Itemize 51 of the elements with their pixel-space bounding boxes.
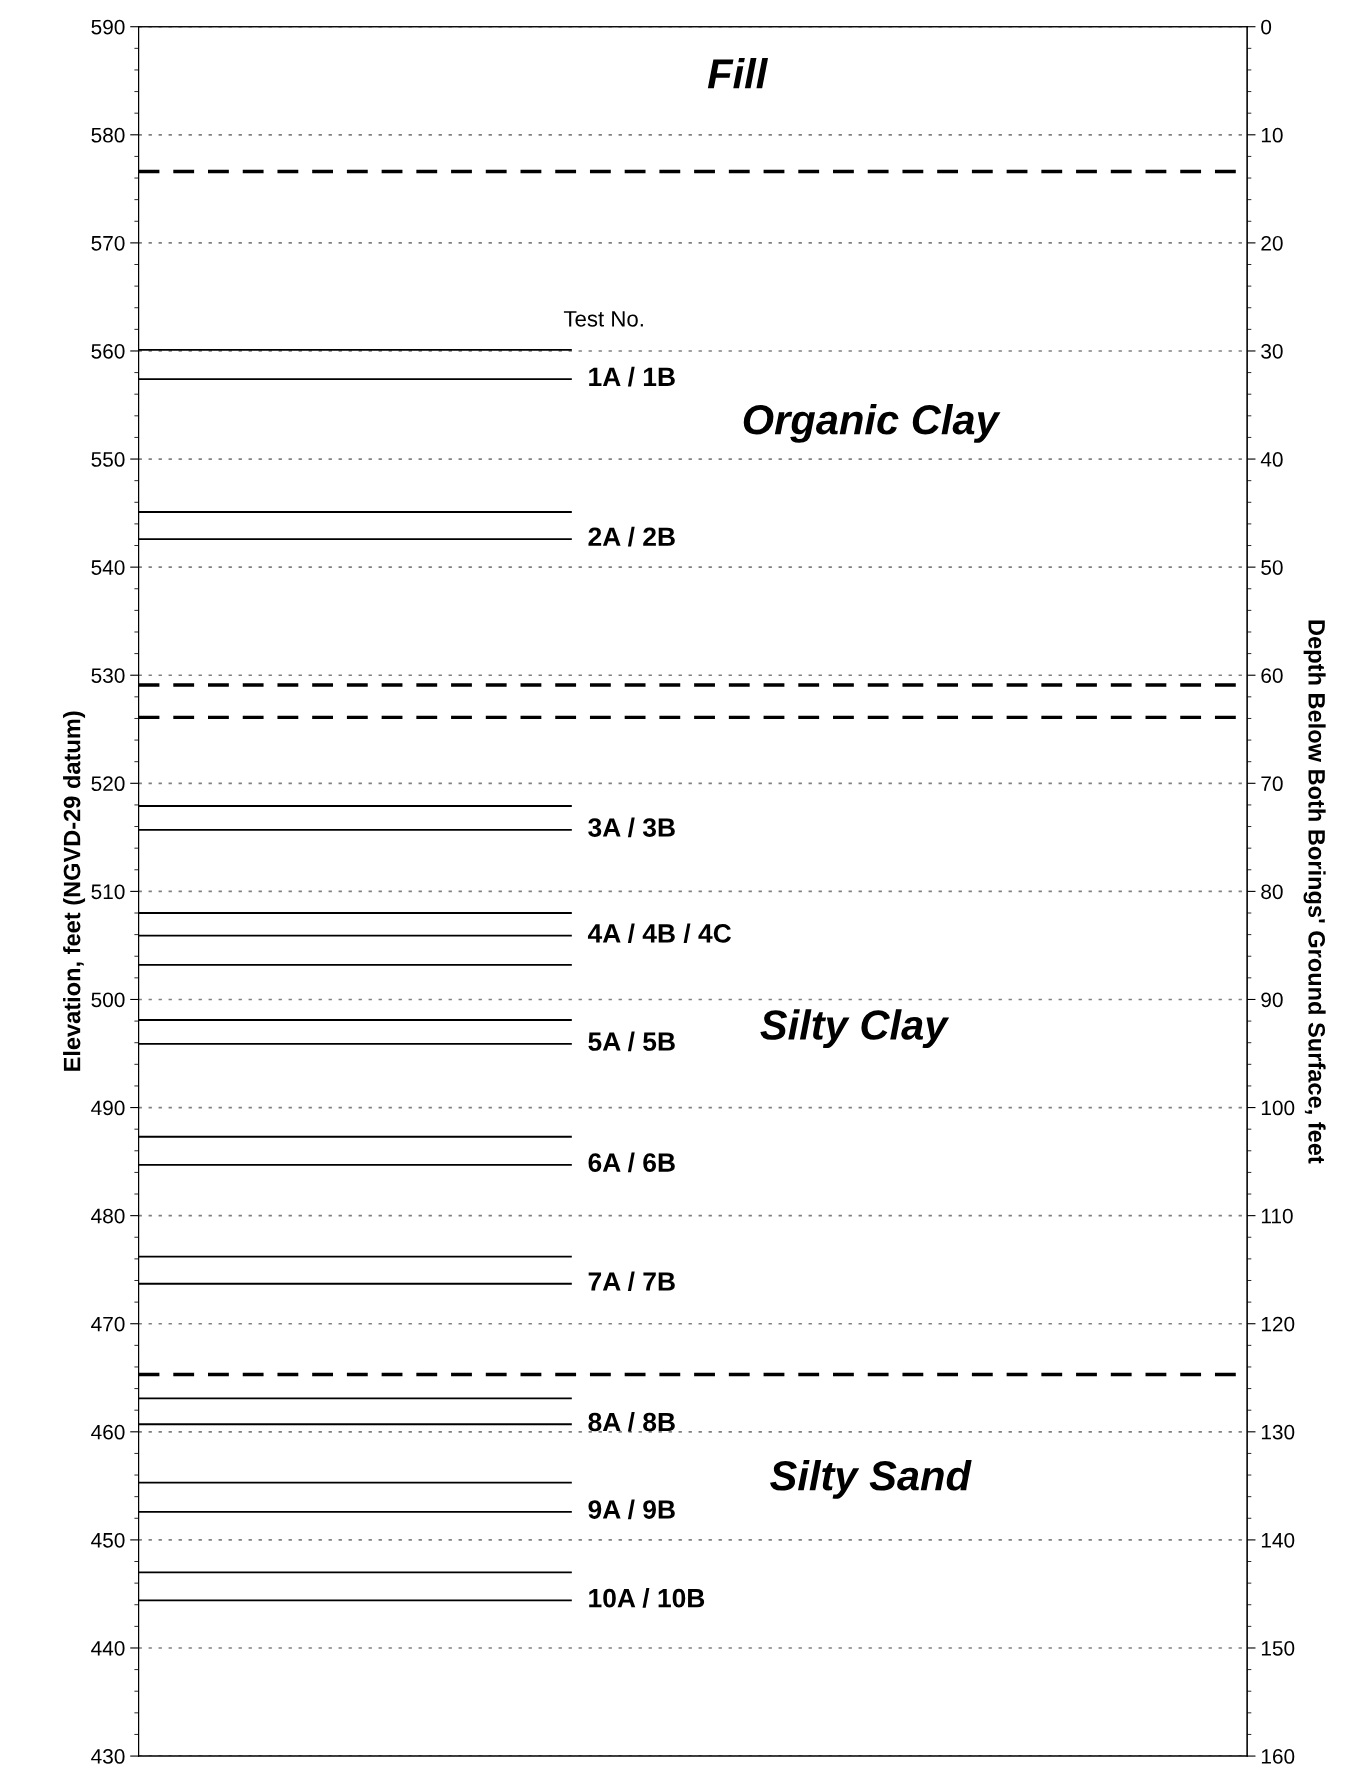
y2-axis-title: Depth Below Both Borings' Ground Surface, feet bbox=[1303, 620, 1326, 1164]
y2-tick-label: 100 bbox=[1261, 1100, 1295, 1116]
y2-tick-label: 110 bbox=[1261, 1208, 1293, 1224]
y-tick-label: 540 bbox=[91, 560, 125, 575]
y2-tick-label: 80 bbox=[1261, 884, 1283, 900]
annotation: Organic Clay bbox=[743, 403, 1001, 443]
y-tick-label: 450 bbox=[91, 1532, 125, 1548]
y2-tick-label: 130 bbox=[1261, 1424, 1295, 1440]
y2-tick-label: 120 bbox=[1261, 1316, 1295, 1332]
y-tick-label: 440 bbox=[91, 1640, 125, 1656]
y-tick-label: 480 bbox=[91, 1208, 125, 1224]
ref-line-label: 3A / 3B bbox=[588, 817, 675, 838]
ref-line-label: 5A / 5B bbox=[588, 1031, 675, 1052]
y2-tick-label: 0 bbox=[1261, 19, 1272, 35]
y-axis-title: Elevation, feet (NGVD-29 datum) bbox=[63, 711, 86, 1071]
y2-tick-label: 10 bbox=[1261, 127, 1283, 143]
y2-tick-label: 160 bbox=[1261, 1749, 1295, 1764]
y2-tick-label: 60 bbox=[1261, 668, 1283, 683]
ref-line-label: 4A / 4B / 4C bbox=[587, 923, 732, 944]
y-tick-label: 520 bbox=[91, 776, 125, 792]
ref-line-label: 7A / 7B bbox=[588, 1271, 675, 1292]
y-tick-label: 490 bbox=[91, 1100, 125, 1116]
y-tick-label: 460 bbox=[91, 1424, 125, 1440]
y2-tick-label: 150 bbox=[1261, 1640, 1295, 1656]
y2-tick-label: 50 bbox=[1261, 560, 1283, 575]
annotation: Test No. bbox=[563, 311, 643, 327]
annotation: Silty Clay bbox=[760, 1009, 950, 1049]
y-tick-label: 590 bbox=[91, 19, 125, 35]
ref-line-label: 9A / 9B bbox=[588, 1499, 675, 1520]
ref-line-label: 1A / 1B bbox=[589, 366, 675, 387]
y-tick-label: 470 bbox=[91, 1316, 125, 1332]
y2-tick-label: 20 bbox=[1261, 235, 1283, 251]
y-tick-label: 570 bbox=[91, 235, 125, 251]
ref-line-label: 2A / 2B bbox=[588, 526, 675, 547]
y2-tick-label: 70 bbox=[1261, 776, 1283, 792]
y2-tick-label: 90 bbox=[1261, 992, 1283, 1008]
ref-line-label: 8A / 8B bbox=[588, 1411, 675, 1432]
ref-line-label: 6A / 6B bbox=[588, 1152, 675, 1173]
y2-tick-label: 140 bbox=[1261, 1532, 1295, 1548]
y2-tick-label: 30 bbox=[1261, 343, 1283, 359]
y-tick-label: 430 bbox=[91, 1749, 125, 1764]
annotation: Fill bbox=[707, 58, 769, 89]
annotation: Silty Sand bbox=[770, 1459, 972, 1499]
y-tick-label: 580 bbox=[91, 127, 125, 143]
ref-line-label: 10A / 10B bbox=[589, 1588, 705, 1608]
y-tick-label: 530 bbox=[91, 668, 125, 683]
y-tick-label: 550 bbox=[91, 452, 125, 467]
y-tick-label: 510 bbox=[91, 884, 125, 900]
y2-tick-label: 40 bbox=[1260, 452, 1283, 467]
y-tick-label: 560 bbox=[91, 343, 125, 359]
y-tick-label: 500 bbox=[91, 992, 125, 1008]
